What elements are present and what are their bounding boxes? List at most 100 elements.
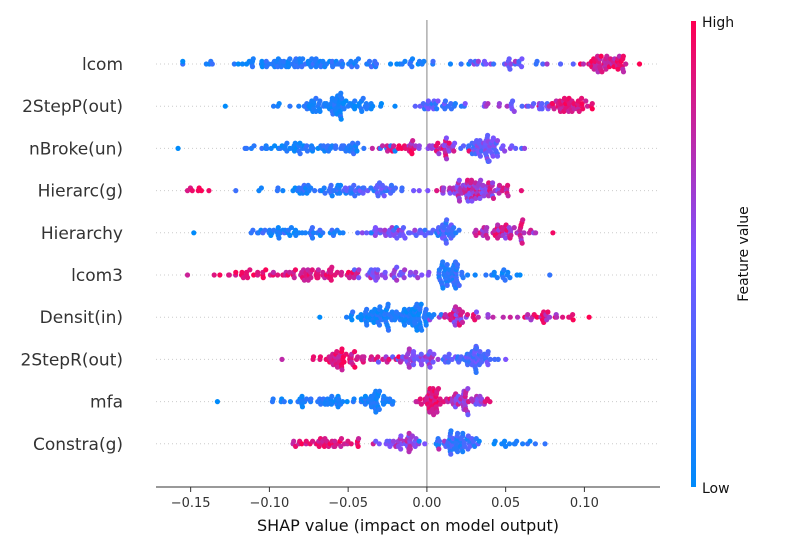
shap-dot: [451, 225, 457, 231]
shap-dot: [636, 61, 643, 67]
shap-dot: [539, 101, 545, 107]
shap-dot: [437, 396, 443, 402]
shap-dot: [518, 64, 525, 70]
shap-dot: [276, 101, 282, 107]
shap-dot: [309, 56, 315, 62]
shap-dot: [435, 356, 441, 362]
shap-dot: [310, 230, 317, 236]
shap-dot: [434, 106, 440, 112]
shap-dot: [501, 267, 507, 273]
shap-dot: [486, 180, 492, 186]
shap-dot: [376, 406, 382, 412]
shap-dot: [406, 346, 412, 352]
shap-dot: [366, 58, 373, 64]
shap-dot: [356, 275, 362, 281]
shap-dot: [444, 282, 450, 288]
x-tick-label: −0.10: [249, 496, 289, 511]
shap-dot: [287, 103, 293, 109]
shap-dot: [440, 259, 446, 265]
shap-dot: [275, 225, 281, 231]
shap-dot: [410, 362, 417, 368]
shap-dot: [378, 101, 385, 107]
shap-dot: [247, 267, 253, 273]
shap-dot: [483, 272, 489, 278]
shap-dot: [458, 61, 464, 67]
shap-dot: [376, 441, 382, 447]
shap-dot: [263, 267, 269, 273]
shap-dot: [217, 272, 223, 278]
shap-dot: [239, 269, 245, 275]
shap-dot: [441, 185, 447, 191]
shap-dot: [375, 193, 381, 199]
shap-dot: [317, 354, 324, 360]
shap-dot: [292, 267, 299, 273]
shap-dot: [500, 143, 506, 149]
shap-dot: [502, 438, 508, 444]
shap-dot: [421, 58, 427, 64]
shap-dot: [473, 232, 479, 238]
shap-dot: [454, 449, 461, 455]
shap-dot: [377, 304, 383, 310]
shap-dot: [500, 314, 506, 320]
shap-dot: [320, 143, 327, 149]
shap-dot: [317, 98, 323, 104]
shap-dot: [483, 61, 489, 67]
shap-dot: [422, 441, 428, 447]
shap-dot: [291, 438, 297, 444]
shap-dot: [431, 351, 437, 357]
feature-label: nBroke(un): [29, 139, 123, 159]
shap-dot: [343, 98, 349, 104]
shap-dot: [478, 177, 484, 183]
shap-dot: [341, 359, 347, 365]
shap-dot: [270, 396, 276, 402]
shap-dot: [315, 275, 321, 281]
shap-dot: [354, 64, 360, 70]
shap-dot: [361, 145, 367, 151]
shap-dot: [175, 145, 181, 151]
shap-dot: [348, 58, 354, 64]
shap-dot: [402, 58, 408, 64]
shap-dot: [435, 386, 442, 392]
shap-dot: [620, 53, 626, 59]
shap-dot: [471, 443, 478, 449]
shap-dot: [623, 61, 629, 67]
shap-dot: [520, 441, 526, 447]
shap-dot: [527, 438, 533, 444]
shap-dot: [191, 230, 197, 236]
shap-dot: [358, 312, 364, 318]
shap-dot: [456, 198, 463, 204]
shap-dot: [459, 309, 466, 315]
shap-dot: [189, 188, 195, 194]
shap-dot: [464, 272, 471, 278]
shap-dot: [291, 275, 297, 281]
shap-dot: [385, 301, 391, 307]
shap-dot: [589, 101, 595, 107]
shap-dot: [502, 148, 508, 154]
shap-dot: [444, 217, 450, 223]
shap-dot: [412, 227, 418, 233]
shap-dot: [214, 399, 221, 405]
shap-dot: [400, 225, 407, 231]
shap-dot: [427, 349, 433, 355]
shap-dot: [495, 222, 501, 228]
shap-dot: [339, 95, 345, 102]
shap-dot: [478, 359, 485, 365]
shap-dot: [387, 61, 394, 67]
shap-dot: [361, 185, 367, 191]
shap-dot: [334, 364, 341, 370]
shap-dot: [279, 356, 285, 362]
shap-dot: [490, 135, 496, 141]
colorbar-title: Feature value: [736, 206, 752, 302]
shap-dot: [542, 441, 548, 447]
shap-dot: [518, 188, 525, 194]
shap-dot: [473, 369, 479, 375]
shap-dot: [418, 351, 424, 357]
shap-dot: [584, 103, 591, 109]
shap-dot: [244, 275, 251, 281]
shap-dot: [465, 386, 471, 392]
shap-dot: [300, 56, 306, 62]
shap-dot: [485, 312, 491, 318]
shap-dot: [309, 267, 315, 273]
shap-dot: [431, 312, 437, 318]
